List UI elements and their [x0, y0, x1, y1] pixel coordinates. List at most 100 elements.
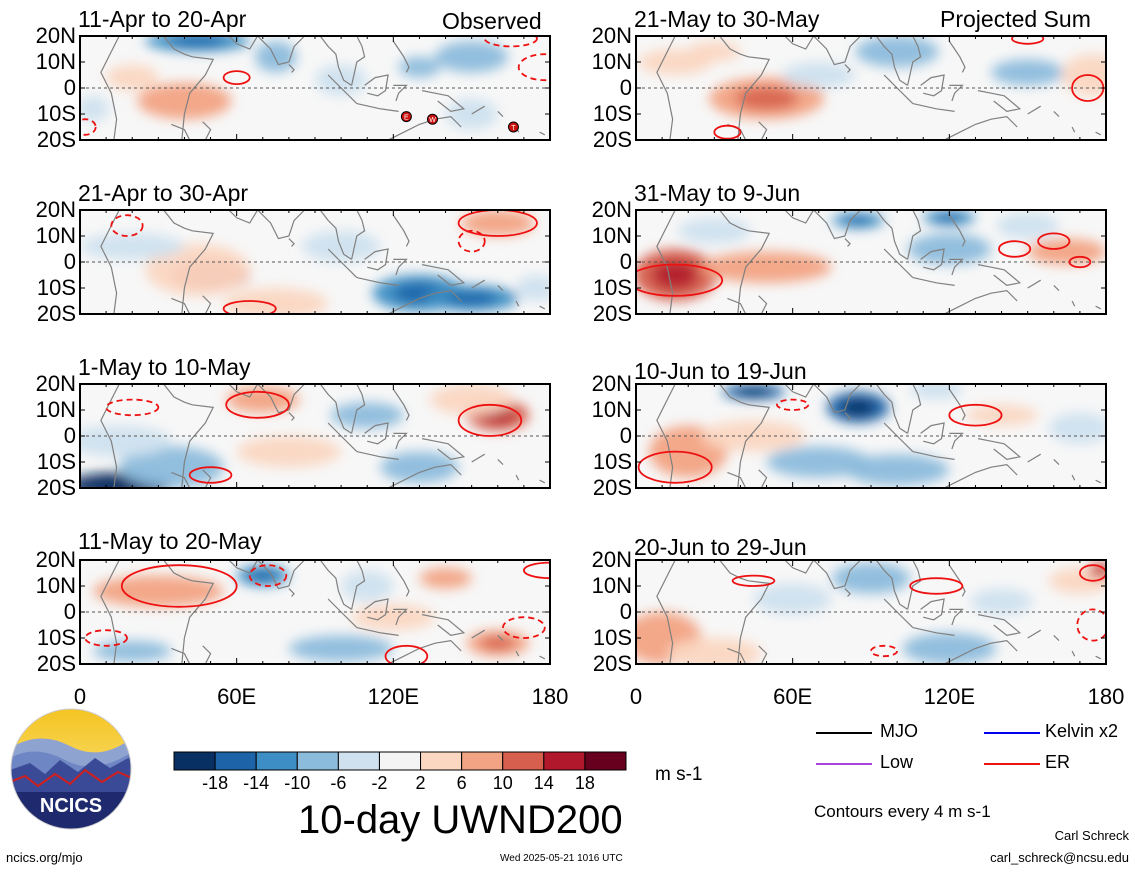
coastline: [656, 210, 676, 314]
anomaly-blob: [753, 583, 832, 615]
latitude-tick-label: 20N: [35, 23, 76, 48]
colorbar-tick-label: -10: [284, 773, 311, 793]
coastline: [656, 560, 676, 664]
latitude-tick-label: 20N: [35, 371, 76, 396]
colorbar-tick-label: 10: [492, 773, 513, 793]
coastline: [1095, 305, 1102, 310]
coastline: [393, 432, 408, 450]
coastline: [364, 422, 389, 445]
er-contour: [222, 300, 277, 314]
coastline: [1095, 655, 1102, 660]
panel-4-title: 31-May to 9-Jun: [634, 180, 801, 206]
coastline: [656, 384, 676, 488]
coastline: [471, 105, 486, 115]
colorbar-tick-label: 6: [456, 773, 467, 793]
coastline: [920, 248, 945, 271]
colorbar-tick-label: -2: [371, 773, 388, 793]
er-contour: [384, 644, 429, 664]
coastline: [288, 412, 295, 421]
er-contour: [483, 36, 538, 48]
er-contour: [870, 644, 899, 658]
anomaly-blob: [236, 436, 342, 468]
anomaly-blob: [137, 82, 232, 120]
coastline: [515, 300, 520, 307]
coastline: [883, 74, 914, 105]
coastline: [784, 384, 815, 398]
anomaly-blob: [516, 275, 550, 301]
longitude-tick-label: 120E: [923, 684, 976, 709]
coastlines: [100, 210, 546, 314]
coastline: [171, 647, 191, 664]
coastlines: [656, 36, 1102, 140]
anomaly-blob: [844, 454, 950, 486]
longitude-tick-label: 60E: [217, 684, 257, 709]
panel-2-tag: Projected Sum: [940, 6, 1091, 32]
coastline: [327, 422, 358, 453]
coastline: [758, 645, 768, 664]
legend-er-label: ER: [1045, 752, 1071, 772]
er-contour: [1078, 564, 1106, 582]
coastline: [813, 210, 862, 240]
coastline: [758, 469, 768, 488]
er-contour: [776, 398, 810, 411]
coastlines: [656, 210, 1102, 314]
coastline: [920, 598, 945, 621]
er-contour: [188, 466, 233, 484]
coastline: [228, 560, 259, 574]
anomaly-core: [168, 36, 227, 47]
anomaly-blob: [688, 41, 741, 62]
latitude-tick-label: 10N: [591, 397, 632, 422]
colorbar-swatch: [173, 751, 216, 771]
anomaly-blob: [351, 604, 436, 631]
longitude-tick-label: 180: [1087, 684, 1125, 709]
coastline: [719, 384, 771, 488]
anomaly-blob: [93, 575, 224, 607]
footer-url[interactable]: ncics.org/mjo: [6, 850, 83, 865]
coastline: [351, 210, 366, 260]
coastline: [171, 297, 191, 314]
footer-email[interactable]: carl_schreck@ncsu.edu: [990, 850, 1129, 865]
tropical-cyclone-marker: T: [507, 121, 519, 133]
coastline: [907, 384, 922, 434]
anomaly-blob: [667, 638, 762, 664]
coastline: [949, 608, 964, 626]
coastline: [883, 422, 914, 453]
coastline: [912, 103, 955, 112]
coastline: [351, 560, 366, 610]
coastline: [202, 121, 212, 140]
coastline: [727, 471, 747, 488]
ncics-logo: NCICS: [10, 708, 132, 830]
er-contour: [522, 561, 550, 580]
coastline: [421, 90, 466, 113]
latitude-tick-label: 20N: [35, 197, 76, 222]
er-contour: [105, 398, 160, 417]
coastline: [163, 210, 215, 314]
tropical-cyclone-label: E: [404, 115, 409, 122]
coastline: [813, 384, 862, 414]
er-contour: [457, 229, 486, 253]
coastline: [912, 277, 955, 286]
coastlines: [100, 560, 546, 664]
coastline: [497, 110, 504, 118]
overlay-layer: [173, 732, 1040, 771]
coastline: [171, 471, 191, 488]
colorbar-swatch: [502, 751, 545, 771]
coastline: [1071, 474, 1076, 481]
anomaly-blob: [701, 251, 832, 283]
coastline: [393, 608, 408, 626]
coastline: [356, 451, 399, 460]
latitude-tick-label: 0: [619, 599, 632, 624]
coastline: [163, 560, 215, 664]
coastline: [1053, 284, 1060, 292]
contour-note: Contours every 4 m s-1: [814, 802, 991, 821]
colorbar-swatch: [337, 751, 380, 771]
coastline: [784, 560, 815, 574]
footer-timestamp: Wed 2025-05-21 1016 UTC: [500, 853, 623, 864]
coastline: [356, 627, 399, 636]
colorbar-units: m s-1: [655, 764, 703, 785]
er-contour: [248, 564, 288, 587]
latitude-tick-label: 10N: [35, 49, 76, 74]
coastline: [875, 36, 908, 86]
latitude-tick-label: 0: [63, 599, 76, 624]
coastline: [758, 295, 768, 314]
